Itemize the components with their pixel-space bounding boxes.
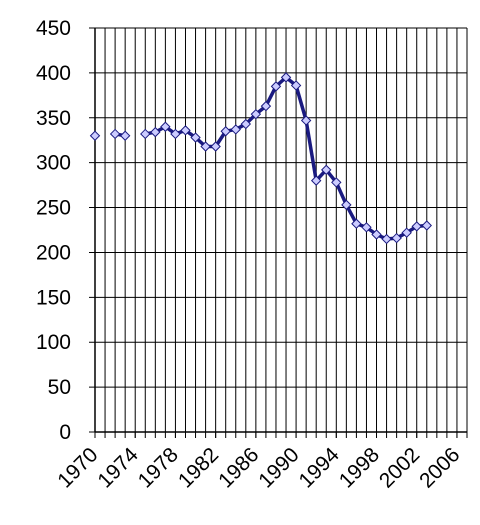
marker [310,175,322,186]
y-tick-label: 250 [36,197,71,220]
marker [411,221,422,232]
x-tick-label: 2006 [415,443,464,492]
y-tick-label: 0 [59,421,71,444]
x-tick-label: 1970 [53,443,102,492]
marker [250,108,262,120]
marker [200,141,211,152]
marker [210,141,221,152]
marker [371,229,382,240]
marker [150,126,161,138]
marker [230,124,241,135]
marker [290,80,302,91]
y-tick-label: 300 [36,152,71,175]
y-tick-label: 200 [36,241,71,264]
marker [401,227,412,238]
x-tick-label: 1974 [93,443,143,493]
y-tick-label: 150 [36,286,71,309]
marker [280,72,292,83]
marker [170,128,181,140]
marker [351,218,362,229]
x-tick-label: 1982 [174,443,223,492]
marker [331,177,342,188]
marker [109,128,121,140]
marker [270,81,282,92]
marker [341,199,352,211]
x-tick-label: 2002 [375,443,424,492]
marker [119,130,131,141]
marker [190,132,201,143]
marker [240,118,252,130]
x-tick-label: 1998 [335,443,384,492]
x-tick-label: 1990 [254,443,303,492]
marker [381,233,392,245]
marker [160,121,171,132]
marker [220,126,231,137]
y-tick-label: 450 [36,17,71,40]
x-tick-label: 1994 [295,443,345,493]
marker [321,164,332,176]
marker [361,222,372,233]
y-tick-label: 350 [36,107,71,130]
line [114,75,427,241]
y-tick-label: 50 [48,376,71,399]
marker [391,232,402,244]
marker [89,130,101,141]
marker [300,115,312,126]
y-tick-label: 100 [36,331,71,354]
x-tick-label: 1978 [134,443,183,492]
marker [140,128,151,140]
marker [421,220,432,231]
x-tick-label: 1986 [214,443,263,492]
marker [260,100,272,112]
y-tick-label: 400 [36,62,71,85]
marker [180,125,191,136]
